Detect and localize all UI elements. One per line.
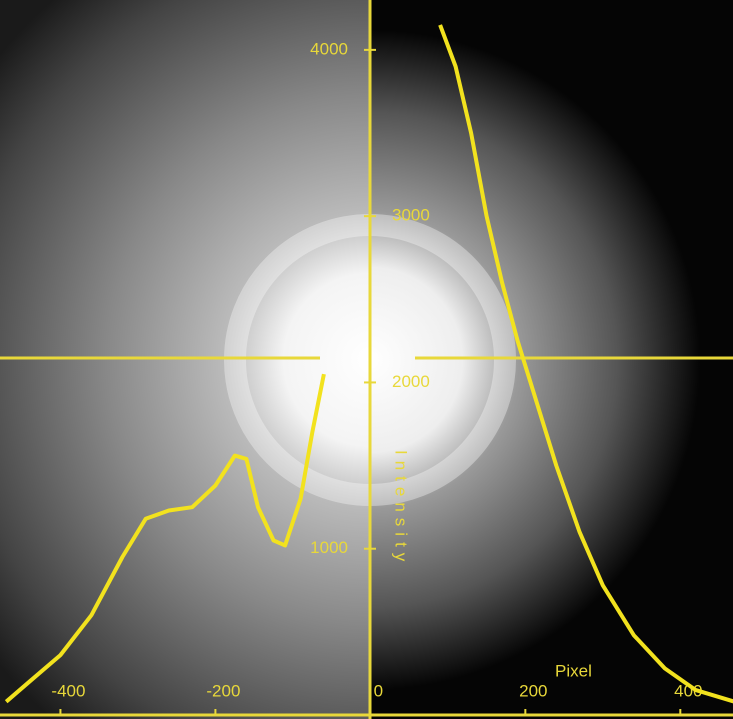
y-tick-label: 3000: [392, 206, 430, 225]
x-tick-label: -400: [51, 681, 85, 700]
y-tick-label: 2000: [392, 372, 430, 391]
x-tick-label: 200: [519, 681, 547, 700]
y-axis-label: Intensity: [392, 450, 411, 567]
x-tick-label: 0: [374, 681, 383, 700]
y-tick-label: 1000: [310, 538, 348, 557]
y-tick-label: 4000: [310, 39, 348, 58]
line-series: [4, 24, 733, 704]
x-tick-label: -200: [206, 681, 240, 700]
x-axis-label: Pixel: [555, 661, 592, 680]
x-tick-label: 400: [674, 681, 702, 700]
